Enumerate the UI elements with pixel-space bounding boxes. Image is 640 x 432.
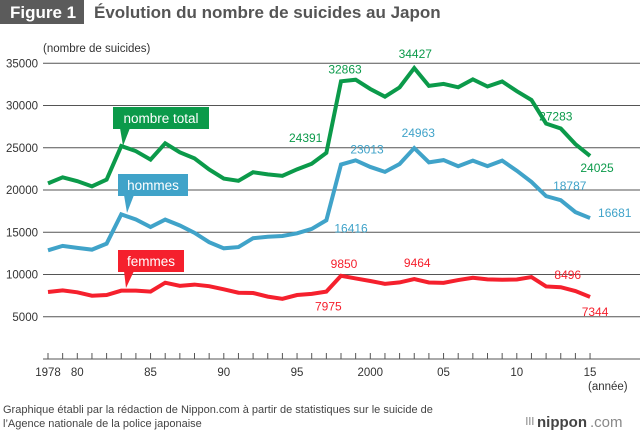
data-label-men: 16681 bbox=[598, 206, 632, 220]
data-label-total: 34427 bbox=[399, 47, 433, 61]
x-tick-label: 95 bbox=[291, 367, 304, 379]
data-label-men: 24963 bbox=[402, 126, 436, 140]
data-labels: 24391 32863 34427 27283 24025 16416 23013 24963… bbox=[289, 47, 632, 319]
data-label-total: 32863 bbox=[328, 62, 362, 76]
data-label-men: 16416 bbox=[334, 221, 368, 235]
line-men bbox=[47, 145, 591, 253]
callout-men: hommes bbox=[118, 174, 188, 213]
x-tick-label: 90 bbox=[217, 367, 230, 379]
callout-total: nombre total bbox=[113, 107, 209, 146]
callout-men-label: hommes bbox=[127, 178, 179, 193]
x-tick-label: 2000 bbox=[358, 367, 384, 379]
data-label-men: 23013 bbox=[350, 143, 384, 157]
y-tick-label: 25000 bbox=[6, 143, 38, 155]
y-tick-label: 35000 bbox=[6, 58, 38, 70]
figure-label-box bbox=[0, 0, 84, 24]
x-axis: 1978 80 85 90 95 2000 05 10 15 bbox=[35, 353, 640, 379]
chart-title: Évolution du nombre de suicides au Japon bbox=[94, 3, 441, 22]
y-tick-label: 20000 bbox=[6, 185, 38, 197]
logo-suffix: .com bbox=[590, 414, 623, 431]
x-axis-label: (année) bbox=[588, 381, 628, 393]
data-label-total: 24391 bbox=[289, 131, 323, 145]
source-line-1: Graphique établi par la rédaction de Nip… bbox=[3, 404, 433, 416]
y-tick-label: 10000 bbox=[6, 270, 38, 282]
x-tick-label: 85 bbox=[144, 367, 157, 379]
data-label-women: 7975 bbox=[315, 300, 342, 314]
data-label-women: 9850 bbox=[331, 257, 358, 271]
figure-label: Figure 1 bbox=[10, 3, 76, 22]
callout-women: femmes bbox=[118, 250, 184, 288]
logo-main: nippon bbox=[537, 414, 587, 431]
y-tick-label: 15000 bbox=[6, 227, 38, 239]
x-tick-label: 1978 bbox=[35, 367, 61, 379]
callout-total-label: nombre total bbox=[123, 111, 198, 126]
source-line-2: l’Agence nationale de la police japonais… bbox=[3, 418, 202, 430]
data-label-total: 24025 bbox=[580, 161, 614, 175]
callout-women-label: femmes bbox=[127, 254, 175, 269]
data-label-women: 9464 bbox=[404, 256, 431, 270]
nippon-logo: nippon .com bbox=[526, 414, 623, 431]
x-tick-label: 80 bbox=[71, 367, 84, 379]
data-label-total: 27283 bbox=[539, 109, 573, 123]
line-women bbox=[47, 273, 591, 301]
y-tick-label: 30000 bbox=[6, 101, 38, 113]
x-tick-label: 15 bbox=[584, 367, 597, 379]
data-label-men: 18787 bbox=[553, 179, 587, 193]
x-tick-label: 05 bbox=[437, 367, 450, 379]
line-total bbox=[47, 64, 592, 189]
x-tick-label: 10 bbox=[510, 367, 523, 379]
data-label-women: 8496 bbox=[554, 268, 581, 282]
y-tick-label: 5000 bbox=[12, 312, 38, 324]
data-label-women: 7344 bbox=[582, 305, 609, 319]
series-lines bbox=[47, 64, 592, 301]
y-axis-label: (nombre de suicides) bbox=[43, 43, 151, 55]
